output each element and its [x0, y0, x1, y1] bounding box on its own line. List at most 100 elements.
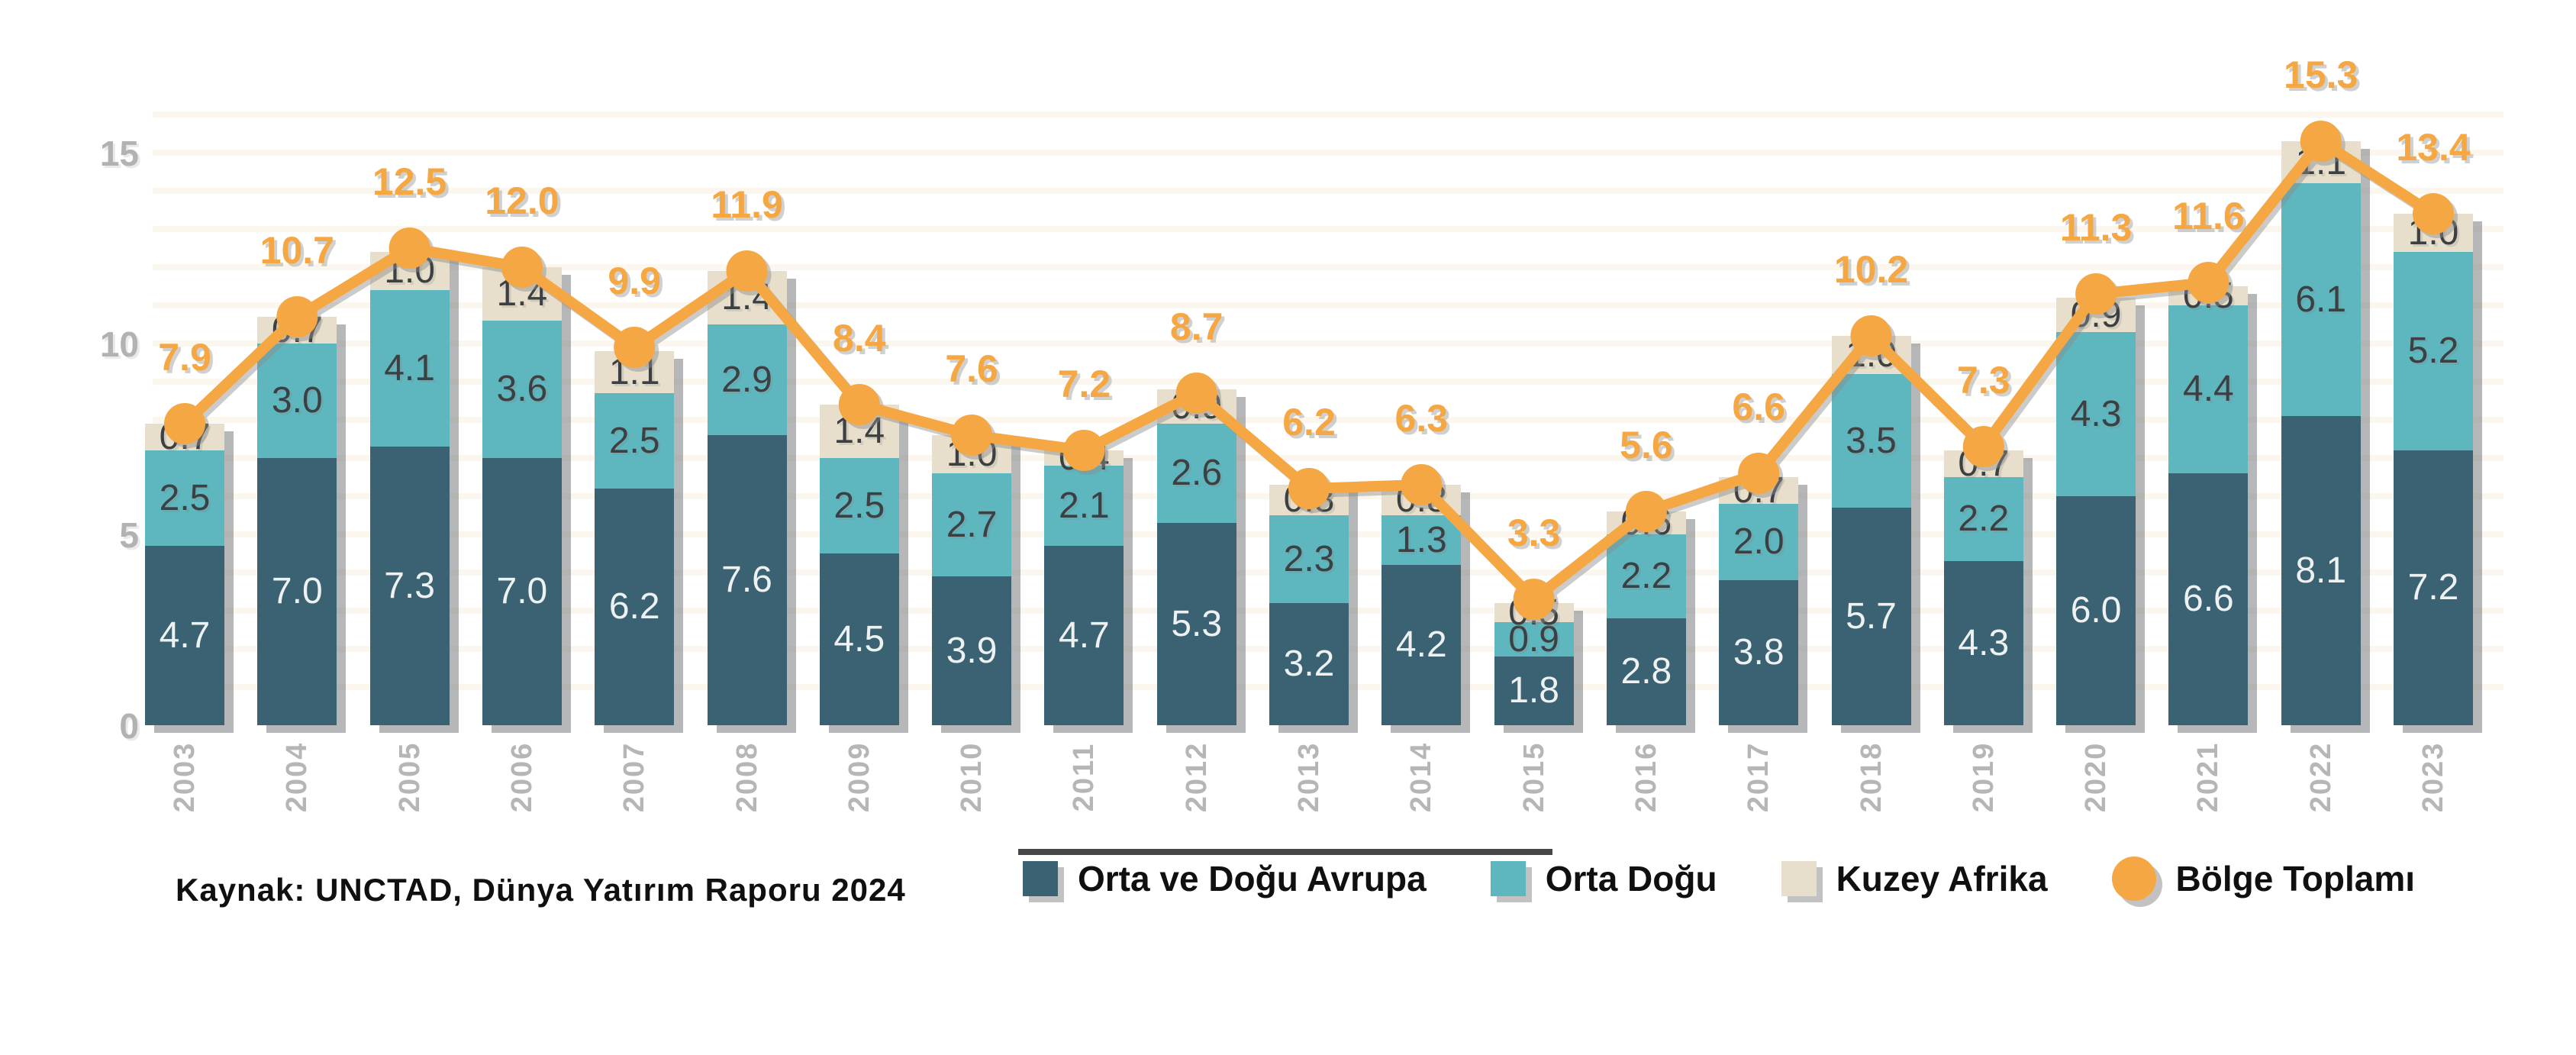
- bar-stack: 6.2 2.5 1.1: [595, 351, 675, 725]
- total-value-label: 10.7: [260, 229, 334, 272]
- total-value-label: 6.3: [1394, 397, 1449, 440]
- bar-segment-kuzey-afrika: 0.6: [1606, 505, 1686, 541]
- bar-segment-kuzey-afrika: 1.4: [482, 267, 562, 321]
- bar-segment-orta-doğu: 0.9: [1494, 618, 1574, 660]
- bar-segment-value: 0.7: [271, 309, 323, 350]
- total-value-label: 5.6: [1620, 424, 1673, 466]
- x-axis-label: 2020: [2080, 741, 2113, 813]
- bar-segment-orta-ve-doğu-avrupa: 4.3: [1943, 561, 2023, 725]
- bar-segment-value: 2.5: [608, 420, 660, 461]
- bar-segment-value: 4.1: [384, 347, 435, 389]
- bar-segment-value: 7.3: [384, 565, 435, 606]
- bar-segment-orta-ve-doğu-avrupa: 7.2: [2394, 450, 2473, 725]
- total-value-label: 11.3: [2059, 206, 2133, 249]
- bar-segment-value: 2.8: [1620, 651, 1672, 692]
- legend-label: Kuzey Afrika: [1836, 859, 2048, 899]
- x-axis-label: 2010: [956, 741, 988, 813]
- x-axis-label: 2018: [1855, 741, 1888, 813]
- bar-segment-orta-doğu: 2.5: [595, 393, 675, 489]
- legend-swatch-teal: [1490, 861, 1526, 896]
- bar-stack: 5.3 2.6 0.9: [1156, 388, 1236, 725]
- bar-segment-value: 6.2: [608, 586, 660, 627]
- bar-segment-kuzey-afrika: 0.7: [145, 418, 224, 455]
- bar-segment-value: 7.6: [721, 560, 772, 600]
- legend-label: Orta Doğu: [1545, 859, 1717, 899]
- x-axis-label: 2021: [2192, 741, 2225, 813]
- y-axis-tick: 10: [99, 324, 139, 364]
- bar-segment-orta-ve-doğu-avrupa: 1.8: [1494, 657, 1574, 725]
- bar-stack: 6.6 4.4 0.5: [2168, 277, 2249, 725]
- bar-segment-value: 0.7: [159, 416, 211, 457]
- source-caption: Kaynak: UNCTAD, Dünya Yatırım Raporu 202…: [176, 872, 906, 908]
- legend: Orta ve Doğu Avrupa Orta Doğu Kuzey Afri…: [1018, 849, 2415, 901]
- bar-segment-orta-ve-doğu-avrupa: 4.7: [145, 546, 224, 725]
- bar-segment-value: 0.6: [1620, 502, 1672, 543]
- bar-segment-value: 2.5: [159, 477, 211, 518]
- bar-segment-kuzey-afrika: 0.5: [1494, 594, 1574, 631]
- total-value-label: 11.9: [711, 183, 783, 226]
- bar-stack: 2.8 2.2 0.6: [1606, 505, 1686, 725]
- bar-segment-orta-ve-doğu-avrupa: 3.8: [1719, 580, 1799, 725]
- x-axis-label: 2015: [1517, 741, 1550, 813]
- x-axis-label: 2005: [393, 741, 426, 813]
- x-axis-label: 2003: [169, 741, 201, 813]
- bar-segment-orta-doğu: 3.5: [1831, 374, 1911, 508]
- bar-segment-value: 1.0: [384, 250, 435, 291]
- bar-segment-value: 7.0: [496, 571, 548, 611]
- bar-segment-value: 4.3: [1958, 622, 2010, 663]
- bar-segment-orta-ve-doğu-avrupa: 8.1: [2281, 416, 2361, 725]
- total-value-label: 7.6: [945, 347, 998, 390]
- bar-segment-kuzey-afrika: 1.4: [819, 405, 899, 458]
- bar-segment-kuzey-afrika: 0.9: [1156, 388, 1236, 424]
- bar-segment-kuzey-afrika: 0.5: [2168, 277, 2249, 314]
- x-axis-label: 2022: [2304, 741, 2337, 813]
- bar-segment-orta-doğu: 3.0: [257, 344, 337, 458]
- bar-segment-kuzey-afrika: 0.7: [1719, 472, 1799, 508]
- legend-label: Orta ve Doğu Avrupa: [1078, 859, 1427, 899]
- bar-segment-orta-ve-doğu-avrupa: 3.2: [1269, 603, 1349, 725]
- bar-segment-value: 2.7: [946, 504, 998, 545]
- bar-stack: 4.7 2.1 0.4: [1044, 440, 1124, 725]
- bar-stack: 3.8 2.0 0.7: [1719, 472, 1799, 725]
- bar-segment-orta-ve-doğu-avrupa: 3.9: [932, 576, 1012, 725]
- bar-segment-value: 1.0: [2407, 212, 2459, 253]
- bar-segment-orta-ve-doğu-avrupa: 6.2: [595, 489, 675, 725]
- total-value-label: 10.2: [1833, 248, 1909, 291]
- total-value-label: 9.9: [608, 260, 661, 302]
- x-axis-label: 2016: [1630, 741, 1662, 813]
- bar-segment-value: 3.6: [496, 369, 548, 409]
- bar-segment-value: 2.2: [1620, 556, 1672, 596]
- legend-item-bolge-toplami: Bölge Toplamı: [2111, 857, 2415, 901]
- total-value-label: 3.3: [1507, 511, 1561, 554]
- bar-segment-orta-ve-doğu-avrupa: 2.8: [1606, 618, 1686, 725]
- bar-segment-kuzey-afrika: 1.1: [595, 351, 675, 393]
- bar-segment-orta-doğu: 2.5: [145, 450, 224, 546]
- bar-segment-value: 1.1: [2295, 141, 2347, 182]
- bar-segment-kuzey-afrika: 0.7: [1943, 445, 2023, 482]
- bar-segment-value: 7.0: [271, 571, 323, 611]
- bar-segment-value: 0.9: [1508, 618, 1559, 660]
- total-value-label: 11.6: [2172, 195, 2245, 237]
- x-axis-label: 2011: [1068, 742, 1101, 812]
- bar-stack: 7.0 3.0 0.7: [257, 311, 337, 725]
- legend-item-orta-ve-dogu-avrupa: Orta ve Doğu Avrupa: [1023, 861, 1427, 896]
- bar-segment-value: 1.0: [1846, 334, 1897, 375]
- legend-swatch-beige: [1781, 861, 1817, 896]
- bar-segment-orta-doğu: 2.2: [1606, 534, 1686, 618]
- bar-segment-value: 0.5: [1508, 592, 1559, 633]
- bar-segment-orta-ve-doğu-avrupa: 5.7: [1831, 508, 1911, 725]
- bar-segment-value: 6.6: [2183, 579, 2234, 619]
- bar-stack: 5.7 3.5 1.0: [1831, 334, 1911, 725]
- bar-segment-orta-doğu: 6.1: [2281, 183, 2361, 416]
- bar-stack: 4.3 2.2 0.7: [1943, 445, 2023, 725]
- bar-segment-orta-doğu: 1.3: [1381, 515, 1462, 565]
- bar-segment-orta-doğu: 4.3: [2056, 332, 2136, 496]
- bar-segment-value: 3.8: [1733, 632, 1785, 673]
- bar-segment-value: 3.2: [1283, 644, 1335, 684]
- bar-stack: 3.2 2.3 0.8: [1269, 482, 1349, 725]
- bar-segment-kuzey-afrika: 1.0: [2394, 214, 2473, 252]
- bar-segment-value: 2.3: [1283, 538, 1335, 579]
- bar-segment-value: 1.1: [608, 351, 660, 392]
- bar-segment-value: 4.2: [1395, 624, 1447, 665]
- x-axis-label: 2019: [1967, 741, 2000, 813]
